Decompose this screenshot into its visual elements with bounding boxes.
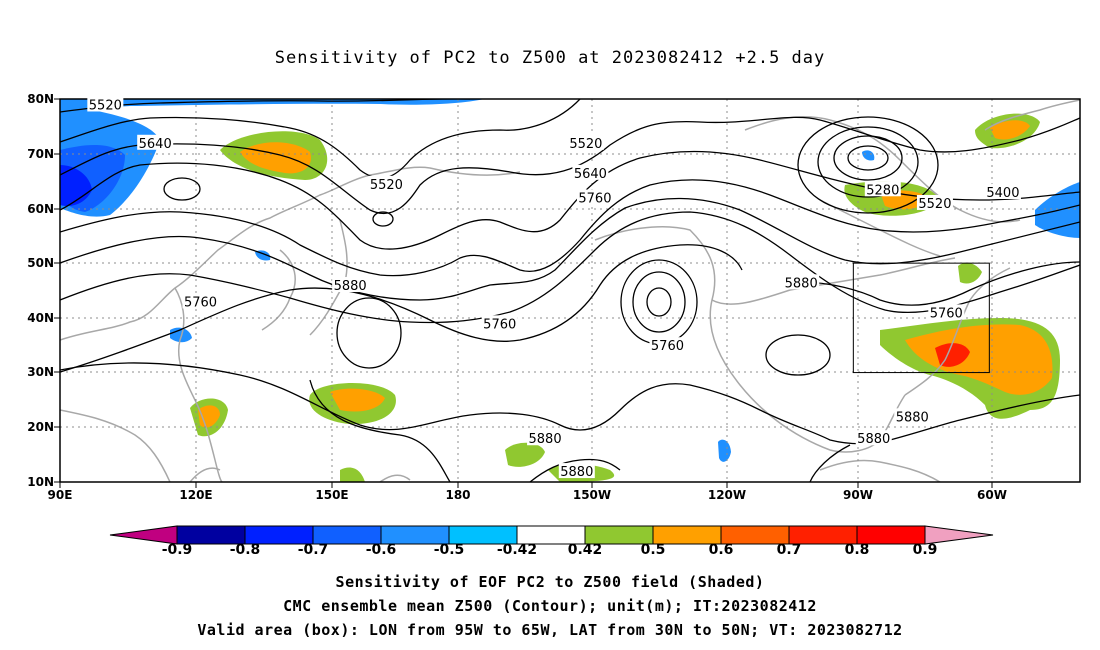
lat-label: 40N: [27, 311, 54, 325]
footer-line-shaded: Sensitivity of EOF PC2 to Z500 field (Sh…: [335, 573, 765, 591]
contour-label: 5400: [986, 186, 1019, 201]
contour-label: 5760: [578, 191, 611, 206]
contour-label: 5880: [785, 276, 818, 291]
contour-label: 5760: [483, 317, 516, 332]
contour-label-bg: [783, 274, 820, 290]
lat-label: 60N: [27, 202, 54, 216]
contour-label-bg: [558, 463, 595, 479]
contour-label-bg: [649, 337, 686, 353]
contour-label-bg: [527, 430, 564, 446]
contour-label: 5280: [866, 183, 899, 198]
shade-positive-newfound: [958, 262, 982, 284]
lat-label: 50N: [27, 256, 54, 270]
contour-label-bg: [864, 181, 901, 197]
contour-label: 5520: [370, 178, 403, 193]
contour-labels: 5520 5640 5520 5880 5760 5760 5520 5640 5760 5760…: [87, 96, 1021, 480]
shade-positive-westpac-core: [330, 388, 385, 412]
shade-positive-atlantic-core: [905, 324, 1053, 395]
contour-label: 5880: [896, 410, 929, 425]
lon-label: 120W: [707, 488, 747, 502]
colorbar-label: 0.7: [776, 542, 802, 558]
contour-label-bg: [567, 134, 604, 150]
contour-label-bg: [332, 277, 369, 293]
shade-negative-hudson-small: [862, 150, 875, 161]
contour-label-bg: [984, 184, 1021, 200]
lon-label: 180: [445, 488, 471, 502]
plot-frame: [59, 98, 1081, 483]
lat-label: 80N: [27, 92, 54, 106]
colorbar-label: -0.42: [496, 542, 538, 558]
map-title: Sensitivity of PC2 to Z500 at 2023082412…: [274, 48, 826, 68]
contour-label-bg: [481, 315, 518, 331]
contour-label: 5520: [918, 197, 951, 212]
contour-label: 5880: [857, 432, 890, 447]
contour-label-bg: [855, 430, 892, 446]
lat-label: 20N: [27, 420, 54, 434]
colorbar-label: 0.8: [844, 542, 870, 558]
contour-label-bg: [928, 304, 965, 320]
colorbar-swatch: [924, 525, 994, 545]
colorbar-label: -0.9: [161, 542, 193, 558]
footer-line-contour: CMC ensemble mean Z500 (Contour); unit(m…: [283, 597, 817, 615]
contour-label: 5520: [569, 137, 602, 152]
contour-label-bg: [894, 408, 931, 424]
contour-label-bg: [368, 175, 405, 191]
contour-label-bg: [87, 96, 124, 112]
grid: [60, 99, 1080, 482]
footer-line-valid-area: Valid area (box): LON from 95W to 65W, L…: [197, 621, 903, 639]
lon-label: 150E: [315, 488, 349, 502]
contour-label: 5640: [574, 167, 607, 182]
contour-label: 5520: [89, 98, 122, 113]
contour-label: 5880: [334, 279, 367, 294]
shade-positive-bottom-left: [340, 467, 365, 482]
lat-label: 10N: [27, 475, 54, 489]
shade-positive-greenland-core: [990, 120, 1030, 140]
contour-label: 5760: [184, 295, 217, 310]
contour-label: 5880: [560, 465, 593, 480]
contour-label: 5760: [651, 339, 684, 354]
colorbar-label: -0.5: [433, 542, 465, 558]
lat-label: 70N: [27, 147, 54, 161]
lat-label: 30N: [27, 365, 54, 379]
shade-negative-top: [60, 99, 485, 110]
colorbar: [109, 525, 994, 545]
shade-negative-japan-sea: [255, 250, 271, 261]
shade-positive-pacific-small: [505, 442, 545, 467]
contour-label-bg: [572, 164, 609, 180]
colorbar-label: 0.5: [640, 542, 666, 558]
lon-label: 150W: [572, 488, 612, 502]
lon-label: 60W: [977, 488, 1007, 502]
lon-label: 90W: [843, 488, 873, 502]
colorbar-label: 0.9: [912, 542, 938, 558]
contour-label-bg: [576, 189, 613, 205]
lon-label: 90E: [47, 488, 73, 502]
shade-negative-mexico: [718, 439, 731, 462]
valid-area-box: [852, 262, 990, 374]
contour-label: 5640: [139, 137, 172, 152]
contour-label-bg: [137, 134, 174, 150]
colorbar-label: 0.6: [708, 542, 734, 558]
colorbar-label: -0.6: [365, 542, 397, 558]
colorbar-label: -0.7: [297, 542, 329, 558]
axis-ticks: [54, 98, 993, 488]
colorbar-label: -0.8: [229, 542, 261, 558]
contour-label-bg: [916, 194, 953, 210]
contour-label: 5760: [930, 306, 963, 321]
contour-label-bg: [182, 293, 219, 309]
contour-label: 5880: [529, 432, 562, 447]
colorbar-label: 0.42: [567, 542, 603, 558]
lon-label: 120E: [179, 488, 213, 502]
